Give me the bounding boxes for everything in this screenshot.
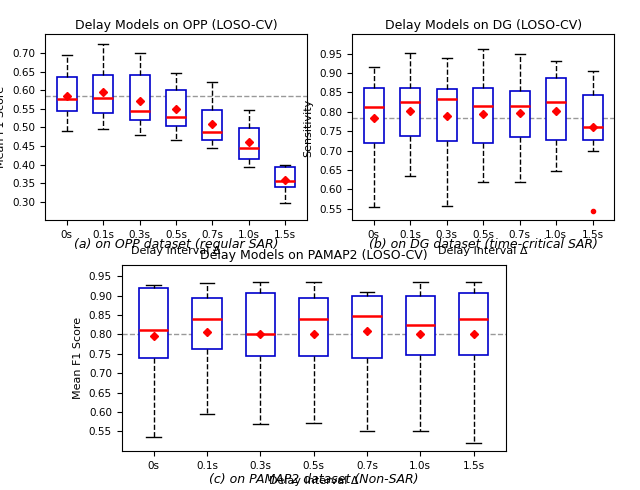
Text: (b) on DG dataset (time-critical SAR): (b) on DG dataset (time-critical SAR)	[369, 238, 598, 251]
X-axis label: Delay Interval Δ: Delay Interval Δ	[269, 476, 358, 486]
PathPatch shape	[166, 90, 186, 125]
PathPatch shape	[546, 78, 566, 140]
X-axis label: Delay Interval Δ: Delay Interval Δ	[131, 246, 221, 256]
Y-axis label: Mean F1 Score: Mean F1 Score	[73, 317, 83, 399]
PathPatch shape	[352, 295, 381, 358]
PathPatch shape	[275, 167, 295, 187]
PathPatch shape	[364, 88, 384, 143]
PathPatch shape	[299, 297, 328, 356]
PathPatch shape	[400, 88, 420, 136]
X-axis label: Delay Interval Δ: Delay Interval Δ	[438, 246, 528, 256]
Text: (c) on PAMAP2 dataset (Non-SAR): (c) on PAMAP2 dataset (Non-SAR)	[209, 473, 419, 486]
PathPatch shape	[459, 293, 488, 355]
PathPatch shape	[509, 91, 530, 137]
PathPatch shape	[57, 77, 77, 111]
PathPatch shape	[192, 297, 221, 349]
PathPatch shape	[246, 293, 275, 356]
Title: Delay Models on OPP (LOSO-CV): Delay Models on OPP (LOSO-CV)	[75, 19, 277, 32]
PathPatch shape	[436, 89, 457, 141]
PathPatch shape	[473, 88, 493, 143]
PathPatch shape	[93, 75, 113, 113]
PathPatch shape	[239, 128, 259, 159]
PathPatch shape	[582, 95, 602, 140]
PathPatch shape	[139, 288, 168, 358]
Title: Delay Models on PAMAP2 (LOSO-CV): Delay Models on PAMAP2 (LOSO-CV)	[200, 249, 428, 262]
PathPatch shape	[202, 110, 223, 141]
Y-axis label: Sensitivity: Sensitivity	[303, 98, 314, 156]
Title: Delay Models on DG (LOSO-CV): Delay Models on DG (LOSO-CV)	[385, 19, 582, 32]
PathPatch shape	[129, 75, 150, 120]
Y-axis label: Mean F1 Score: Mean F1 Score	[0, 86, 6, 169]
PathPatch shape	[406, 295, 435, 355]
Text: (a) on OPP dataset (regular SAR): (a) on OPP dataset (regular SAR)	[74, 238, 278, 251]
